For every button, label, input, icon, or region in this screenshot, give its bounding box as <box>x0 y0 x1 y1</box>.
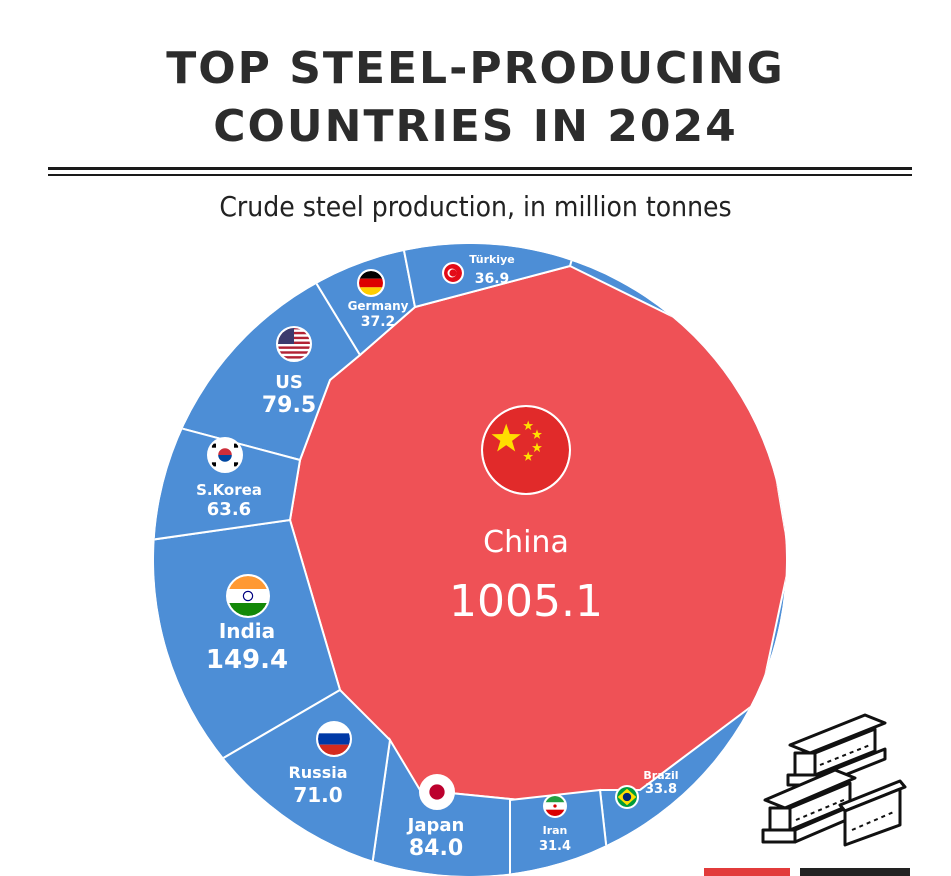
label-russia-value: 71.0 <box>293 783 342 807</box>
chart-title-line1: TOP STEEL-PRODUCING <box>166 43 785 94</box>
label-skorea-name: S.Korea <box>196 481 262 499</box>
steel-beams-icon <box>761 713 907 847</box>
label-iran-name: Iran <box>543 824 568 837</box>
label-india-name: India <box>219 619 275 643</box>
label-russia-name: Russia <box>288 763 347 782</box>
south-korea-flag-icon <box>207 437 243 473</box>
footer-brand-bar <box>704 868 790 876</box>
japan-flag-icon <box>419 774 455 810</box>
label-germany-value: 37.2 <box>361 314 396 330</box>
chart-title-line2: COUNTRIES IN 2024 <box>213 101 738 152</box>
label-brazil-value: 33.8 <box>645 782 677 797</box>
label-india-value: 149.4 <box>206 645 288 675</box>
label-china-name: China <box>483 525 569 560</box>
cell-germany <box>289 244 417 357</box>
label-trkiye-value: 36.9 <box>475 271 510 287</box>
iran-flag-icon <box>543 794 567 818</box>
brazil-flag-icon <box>615 785 639 809</box>
india-flag-icon <box>226 574 270 618</box>
chart-subtitle: Crude steel production, in million tonne… <box>219 190 732 223</box>
footer-logo-bar <box>800 868 910 876</box>
label-japan-value: 84.0 <box>409 836 463 861</box>
label-iran-value: 31.4 <box>539 839 571 854</box>
china-flag-icon <box>481 405 571 495</box>
label-skorea-value: 63.6 <box>207 499 251 520</box>
title-divider-thick <box>48 167 912 170</box>
cell-skorea <box>154 418 302 542</box>
label-us-name: US <box>275 372 303 393</box>
turkey-flag-icon <box>442 262 464 284</box>
label-germany-name: Germany <box>348 299 409 313</box>
label-brazil-name: Brazil <box>643 769 678 782</box>
label-trkiye-name: Türkiye <box>469 253 514 266</box>
title-divider-thin <box>48 174 912 176</box>
germany-flag-icon <box>357 269 385 297</box>
label-us-value: 79.5 <box>262 393 316 418</box>
label-china-value: 1005.1 <box>449 576 603 627</box>
russia-flag-icon <box>316 721 352 757</box>
us-flag-icon <box>276 326 312 362</box>
label-japan-name: Japan <box>406 815 465 836</box>
